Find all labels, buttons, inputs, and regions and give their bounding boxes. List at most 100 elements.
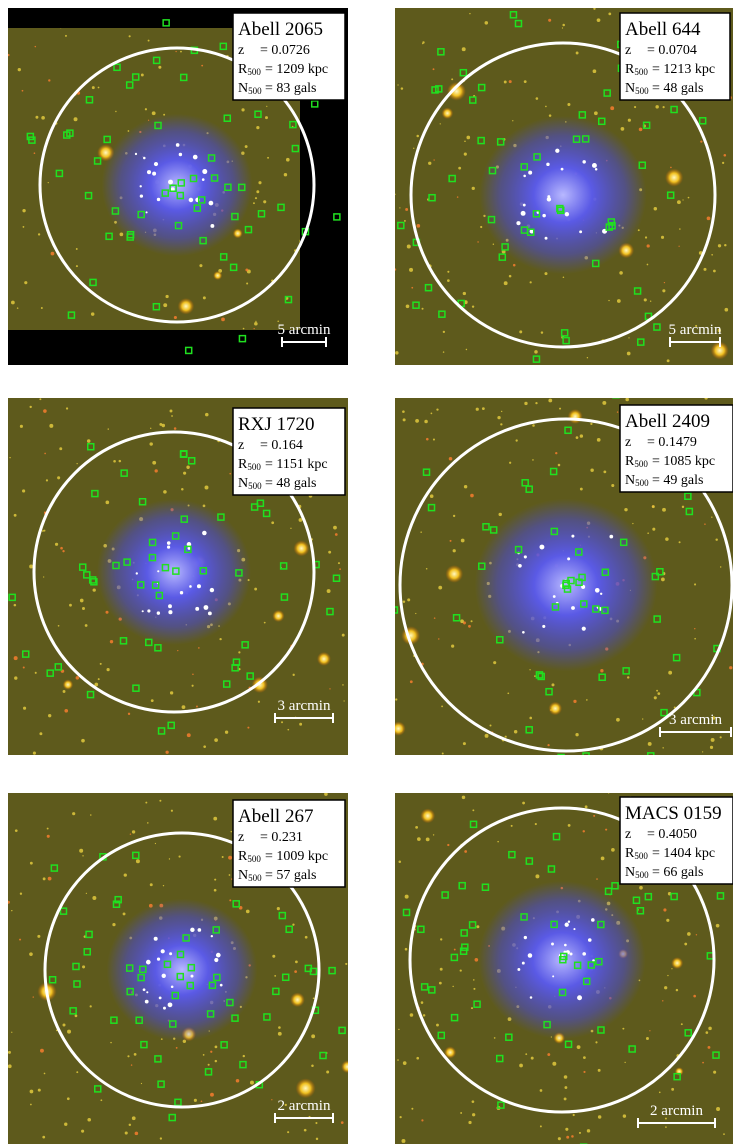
member-marker [712, 1051, 720, 1059]
member-marker [332, 574, 341, 583]
faint-source [123, 873, 127, 877]
member-marker [279, 562, 288, 570]
info-value: = 57 gals [265, 868, 316, 883]
faint-source [723, 1133, 725, 1136]
faint-source [663, 281, 666, 284]
bright-star [548, 701, 563, 716]
faint-source [684, 942, 688, 946]
faint-source [510, 824, 513, 827]
faint-source [395, 351, 399, 355]
cluster-galaxy [166, 541, 171, 545]
cluster-galaxy [146, 170, 152, 175]
member-marker [310, 100, 319, 108]
faint-source [465, 348, 468, 351]
faint-source [663, 908, 667, 912]
faint-source [440, 938, 443, 941]
faint-source [552, 1061, 557, 1066]
member-marker [254, 110, 262, 118]
faint-source [626, 676, 630, 679]
info-value: = 1213 kpc [652, 62, 715, 77]
faint-source [128, 1123, 132, 1127]
faint-source [493, 1037, 496, 1039]
cluster-galaxy [207, 611, 212, 616]
faint-source [200, 1100, 203, 1103]
member-marker [684, 1029, 692, 1037]
info-value: = 49 gals [652, 473, 703, 488]
faint-source [214, 1045, 218, 1049]
faint-source [29, 861, 33, 865]
member-marker [550, 527, 559, 536]
member-marker [601, 606, 609, 615]
member-marker [533, 153, 541, 161]
faint-source [643, 298, 647, 302]
faint-source [304, 935, 308, 939]
faint-source [579, 487, 583, 491]
member-marker [608, 222, 616, 230]
faint-source [405, 304, 410, 309]
faint-source [562, 276, 565, 278]
faint-source [586, 357, 589, 359]
faint-source [425, 837, 430, 842]
member-marker [151, 581, 160, 589]
faint-source [173, 315, 177, 320]
faint-source [679, 228, 681, 230]
faint-source [411, 286, 414, 289]
faint-source [163, 490, 167, 494]
faint-source [452, 985, 454, 988]
faint-source [10, 300, 15, 305]
faint-source [74, 1014, 78, 1018]
faint-source [616, 717, 620, 722]
member-marker [78, 563, 87, 571]
faint-source [472, 1113, 476, 1117]
faint-source [504, 735, 507, 738]
faint-source [534, 350, 538, 354]
faint-source [24, 281, 28, 285]
member-marker [231, 212, 239, 221]
member-marker [573, 961, 582, 970]
faint-source [628, 337, 630, 339]
faint-source [682, 199, 684, 201]
member-marker [208, 981, 217, 990]
faint-source [711, 253, 713, 256]
member-marker [328, 966, 336, 975]
faint-source [433, 159, 435, 161]
faint-source [169, 691, 174, 695]
faint-source [649, 1030, 651, 1032]
faint-source [33, 152, 36, 155]
no-coverage [8, 330, 348, 365]
faint-source [311, 1034, 316, 1039]
faint-source [532, 459, 534, 461]
member-marker [120, 469, 128, 477]
faint-source [231, 878, 233, 880]
member-marker [520, 226, 529, 234]
faint-source [579, 434, 584, 438]
faint-source [563, 1075, 568, 1079]
faint-source [341, 633, 345, 637]
faint-source [480, 225, 483, 229]
faint-source [462, 621, 466, 625]
faint-source [710, 737, 715, 742]
faint-source [405, 208, 409, 211]
member-marker [246, 672, 254, 680]
member-marker [549, 467, 558, 476]
member-marker [213, 973, 221, 982]
faint-source [557, 463, 561, 467]
faint-source [402, 1061, 407, 1065]
faint-source [73, 117, 78, 122]
faint-source [42, 1135, 46, 1139]
member-marker [460, 929, 468, 937]
member-marker [119, 637, 128, 645]
faint-source [210, 1050, 213, 1053]
member-marker [86, 690, 95, 699]
member-marker [582, 752, 590, 755]
faint-source [709, 745, 714, 749]
info-label: R [238, 849, 248, 864]
faint-source [57, 476, 61, 480]
member-marker [437, 1031, 446, 1040]
member-marker [280, 593, 289, 601]
member-marker [111, 207, 120, 215]
faint-source [603, 470, 607, 474]
faint-source [400, 87, 404, 90]
faint-source [522, 801, 525, 805]
member-marker [469, 96, 477, 104]
